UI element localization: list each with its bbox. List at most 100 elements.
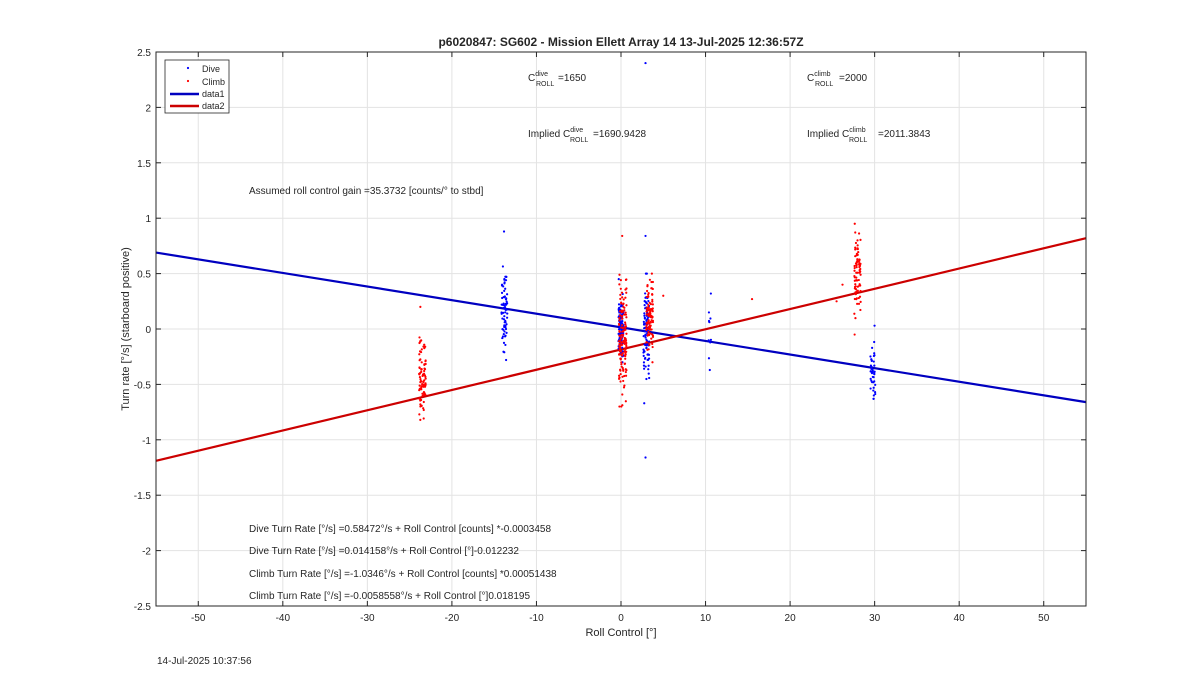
climb-point <box>624 370 627 374</box>
climb-point <box>619 293 622 296</box>
climb-point <box>621 375 624 378</box>
climb-point <box>619 297 622 301</box>
dive-point <box>500 303 503 306</box>
climb-point <box>621 330 625 333</box>
climb-point <box>650 328 653 331</box>
dive-point <box>505 300 508 303</box>
y-axis-label: Turn rate [°/s] (starboard positive) <box>120 247 132 411</box>
dive-point <box>873 391 877 394</box>
climb-point <box>650 272 653 275</box>
climb-point <box>645 310 648 313</box>
dive-point <box>874 383 877 386</box>
dive-point <box>504 343 507 347</box>
climb-point <box>617 374 621 377</box>
climb-point <box>418 353 421 356</box>
dive-point <box>643 304 646 307</box>
climb-point <box>856 302 859 305</box>
dive-point <box>503 289 506 292</box>
climb-point <box>618 345 621 348</box>
climb-point <box>418 413 421 416</box>
dive-point <box>644 333 647 336</box>
dive-point <box>505 308 508 311</box>
climb-point <box>419 399 422 402</box>
climb-point <box>859 300 862 303</box>
dive-point <box>502 230 506 233</box>
dive-point <box>873 324 876 327</box>
climb-point <box>620 363 623 366</box>
dive-point <box>502 311 505 314</box>
climb-point <box>419 339 422 342</box>
climb-point <box>620 301 623 304</box>
climb-point <box>645 327 648 330</box>
annotation-eq-climb-counts: Climb Turn Rate [°/s] =-1.0346°/s + Roll… <box>249 569 557 580</box>
climb-point <box>623 306 626 309</box>
dive-point <box>502 285 505 288</box>
climb-point <box>651 309 654 312</box>
y-tick-label: -1.5 <box>134 491 152 502</box>
climb-point <box>645 328 648 331</box>
dive-point <box>869 355 872 358</box>
climb-point <box>647 319 650 322</box>
climb-point <box>422 407 425 410</box>
chart-title: p6020847: SG602 - Mission Ellett Array 1… <box>438 35 803 49</box>
climb-point <box>620 341 623 344</box>
climb-point <box>623 313 626 316</box>
data2-fit-line <box>155 237 1087 462</box>
climb-point <box>651 293 654 296</box>
climb-point <box>651 300 654 303</box>
dive-point <box>872 389 875 392</box>
dive-point <box>869 364 873 367</box>
x-axis-label: Roll Control [°] <box>585 627 656 639</box>
dive-point <box>647 340 651 343</box>
climb-point <box>619 310 622 313</box>
climb-point <box>651 345 654 349</box>
dive-point <box>644 272 648 275</box>
climb-point <box>624 296 627 299</box>
dive-point <box>642 354 645 357</box>
climb-point <box>646 322 649 325</box>
dive-point <box>872 397 875 400</box>
climb-point <box>422 380 425 383</box>
climb-point <box>853 279 856 282</box>
dive-point <box>644 301 648 304</box>
climb-point <box>857 302 861 305</box>
climb-point <box>857 232 861 235</box>
dive-point <box>503 295 506 298</box>
climb-point <box>648 301 651 304</box>
timestamp-footer: 14-Jul-2025 10:37:56 <box>157 656 252 667</box>
dive-point <box>643 322 646 325</box>
climb-point <box>423 363 426 366</box>
dive-point <box>503 330 506 333</box>
climb-point <box>424 383 427 386</box>
climb-point <box>621 335 624 338</box>
climb-point <box>622 298 625 301</box>
dive-point <box>505 293 509 296</box>
climb-point <box>650 333 654 336</box>
dive-point <box>643 357 647 360</box>
dive-point <box>504 327 508 331</box>
climb-point <box>620 361 623 364</box>
climb-point <box>418 375 422 379</box>
climb-point <box>646 295 649 299</box>
x-tick-label: 30 <box>869 613 881 624</box>
climb-point <box>859 308 862 312</box>
annotation-implied-dive: Implied Cdive ROLL=1690.9428 <box>528 127 647 144</box>
climb-point <box>651 342 654 346</box>
dive-point <box>504 303 507 306</box>
climb-point <box>620 315 623 318</box>
dive-point <box>644 61 647 65</box>
scatter-points <box>418 61 877 459</box>
climb-point <box>418 372 421 375</box>
dive-point <box>645 346 648 350</box>
climb-point <box>854 248 857 251</box>
climb-point <box>622 368 625 371</box>
climb-point <box>854 293 857 296</box>
climb-point <box>859 273 862 276</box>
climb-point <box>648 343 651 346</box>
dive-point <box>501 335 505 338</box>
climb-point <box>856 271 859 274</box>
climb-point <box>853 222 856 225</box>
climb-point <box>624 400 627 403</box>
climb-point <box>856 239 859 242</box>
dive-point <box>873 352 876 355</box>
